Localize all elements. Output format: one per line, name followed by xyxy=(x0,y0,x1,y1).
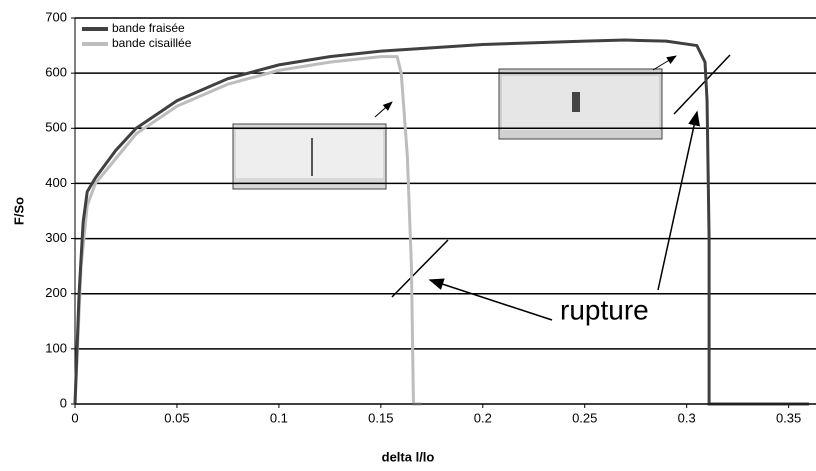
y-axis-label: F/So xyxy=(11,197,26,225)
x-tick-label: 0.25 xyxy=(572,410,597,425)
y-tick-label: 500 xyxy=(45,120,67,135)
x-tick-label: 0.05 xyxy=(164,410,189,425)
annotation: rupture xyxy=(560,294,649,325)
rupture-marker xyxy=(673,54,731,115)
x-tick-label: 0 xyxy=(71,410,78,425)
x-tick-label: 0.1 xyxy=(270,410,288,425)
x-axis-label: delta l/lo xyxy=(382,449,435,464)
x-tick-label: 0.35 xyxy=(776,410,801,425)
x-tick-label: 0.3 xyxy=(678,410,696,425)
y-tick-label: 600 xyxy=(45,65,67,80)
y-tick-label: 300 xyxy=(45,230,67,245)
photo-inset xyxy=(232,123,387,190)
arrow xyxy=(374,101,393,118)
data-line xyxy=(73,38,809,406)
arrow xyxy=(657,110,700,291)
x-tick-label: 0.15 xyxy=(368,410,393,425)
legend-label: bande fraisée xyxy=(112,21,185,35)
y-tick-label: 100 xyxy=(45,340,67,355)
rupture-marker xyxy=(391,239,449,298)
photo-inset xyxy=(498,68,663,140)
data-line xyxy=(73,55,422,406)
y-tick-label: 0 xyxy=(60,395,67,410)
x-tick-label: 0.2 xyxy=(474,410,492,425)
arrow xyxy=(428,278,553,321)
y-tick-label: 700 xyxy=(45,9,67,24)
legend-label: bande cisaillée xyxy=(112,36,192,50)
y-tick-label: 200 xyxy=(45,285,67,300)
arrow xyxy=(652,55,677,71)
y-tick-label: 400 xyxy=(45,175,67,190)
